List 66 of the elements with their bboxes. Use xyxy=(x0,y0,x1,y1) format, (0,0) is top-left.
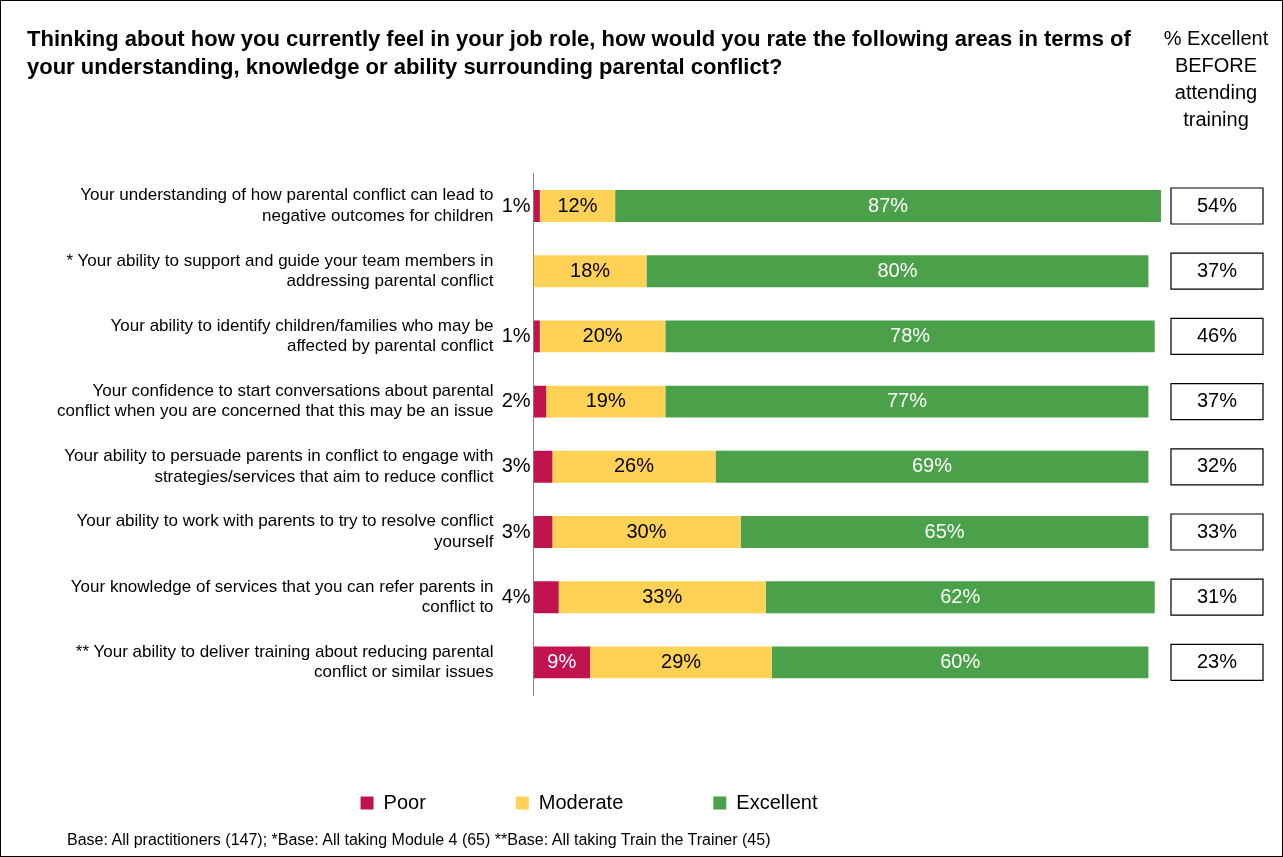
text: 23% xyxy=(1196,649,1238,672)
data-label: 78% xyxy=(890,323,931,346)
data-label: 18% xyxy=(570,258,611,281)
bar xyxy=(539,320,666,353)
data-label: 26% xyxy=(613,454,655,477)
bar xyxy=(533,320,540,353)
data-label: 9% xyxy=(547,649,577,672)
y-tick-label: Your ability to identify children/families who may be affected by parental conflict xyxy=(110,315,494,356)
data-label: 4% xyxy=(501,584,531,607)
bar xyxy=(533,516,553,548)
data-label: 19% xyxy=(585,389,626,412)
data-label: 3% xyxy=(501,519,531,542)
bar xyxy=(590,646,772,679)
data-label: 1% xyxy=(501,323,531,346)
text: 31% xyxy=(1196,584,1238,607)
data-label: 80% xyxy=(877,258,918,281)
text: 33% xyxy=(1196,519,1238,542)
y-tick-label: Your understanding of how parental conflict can lead to negative outcomes for children xyxy=(80,185,494,225)
bar xyxy=(740,516,1149,548)
bar xyxy=(533,581,559,614)
bar xyxy=(552,450,716,483)
data-label: 33% xyxy=(642,584,683,607)
data-label: 2% xyxy=(501,389,531,412)
bar xyxy=(533,385,547,418)
bar xyxy=(646,255,1149,288)
text: Base: All practitioners (147); *Base: All taking Module 4 (65) **Base: All taking Train the Trainer (45) xyxy=(67,831,771,849)
data-label: 30% xyxy=(626,519,667,542)
legend-label: Excellent xyxy=(736,790,818,813)
bar xyxy=(533,190,540,222)
data-label: 60% xyxy=(940,649,981,672)
bar xyxy=(615,190,1161,222)
y-tick-label: Your ability to persuade parents in conflict to engage with strategies/services that aim to reduce conflict xyxy=(64,446,494,486)
text: 37% xyxy=(1196,258,1238,281)
text: 46% xyxy=(1196,323,1238,346)
text: % Excellent BEFORE attending training xyxy=(1162,26,1270,132)
legend-label: Poor xyxy=(383,790,427,813)
y-tick-label: * Your ability to support and guide your team members in addressing parental conflict xyxy=(66,250,494,291)
data-label: 12% xyxy=(557,193,598,216)
bar xyxy=(772,646,1149,679)
data-label: 69% xyxy=(911,454,953,477)
y-tick-label: Your ability to work with parents to try to resolve conflict yourself xyxy=(76,511,494,551)
text: 37% xyxy=(1196,389,1238,412)
y-tick-label: ** Your ability to deliver training about reducing parental conflict or similar issues xyxy=(75,641,494,682)
data-label: 20% xyxy=(582,323,623,346)
data-label: 65% xyxy=(924,519,965,542)
bar xyxy=(558,581,766,614)
data-label: 3% xyxy=(501,454,531,477)
bar xyxy=(533,255,647,288)
text: 54% xyxy=(1196,193,1238,216)
bar xyxy=(665,320,1155,353)
y-tick-label: Your confidence to start conversations about parental conflict when you are concerned that this may be an issue xyxy=(56,381,494,421)
bar xyxy=(552,516,741,548)
bar xyxy=(715,450,1149,483)
y-tick-label: Your knowledge of services that you can refer parents in conflict to xyxy=(70,576,494,617)
text: 32% xyxy=(1196,454,1238,477)
bar xyxy=(665,385,1149,418)
data-label: 87% xyxy=(868,193,909,216)
bar xyxy=(546,385,666,418)
data-label: 29% xyxy=(661,649,702,672)
bar xyxy=(533,450,553,483)
chart-title: Thinking about how you currently feel in your job role, how would you rate the following areas in terms of your understanding, knowledge or ability surrounding parental conflict? xyxy=(27,25,1132,81)
data-label: 77% xyxy=(886,389,928,412)
legend-label: Moderate xyxy=(538,790,624,813)
data-label: 1% xyxy=(501,193,531,216)
data-label: 62% xyxy=(940,584,981,607)
bar xyxy=(765,581,1155,614)
